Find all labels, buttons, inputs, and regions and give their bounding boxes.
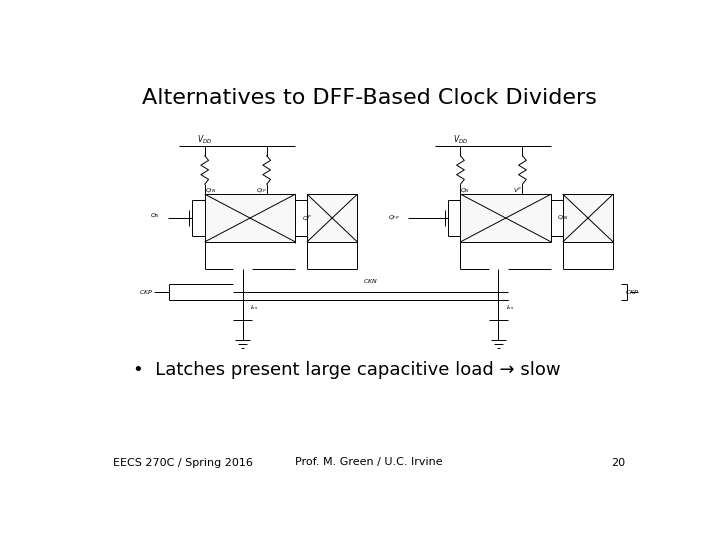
- Text: $Q_N$: $Q_N$: [461, 186, 471, 195]
- Text: $V_{DD}$: $V_{DD}$: [453, 133, 468, 146]
- Text: $CKP$: $CKP$: [140, 288, 153, 296]
- Text: $Q_N$: $Q_N$: [150, 211, 160, 220]
- Text: •  Latches present large capacitive load → slow: • Latches present large capacitive load …: [132, 361, 560, 379]
- Text: $I_{ss}$: $I_{ss}$: [251, 303, 258, 312]
- Text: $CKP$: $CKP$: [625, 288, 639, 296]
- Text: $Q_{FP}$: $Q_{FP}$: [388, 214, 400, 222]
- Text: $V^P$: $V^P$: [513, 186, 523, 195]
- Text: $Q^P$: $Q^P$: [302, 213, 312, 222]
- Text: $CKN$: $CKN$: [363, 277, 378, 285]
- Text: Prof. M. Green / U.C. Irvine: Prof. M. Green / U.C. Irvine: [295, 457, 443, 468]
- Text: $Q_{iN}$: $Q_{iN}$: [557, 214, 569, 222]
- Text: $Q_{IN}$: $Q_{IN}$: [204, 186, 216, 195]
- Text: 20: 20: [611, 457, 625, 468]
- Bar: [307, 194, 357, 242]
- Text: Alternatives to DFF-Based Clock Dividers: Alternatives to DFF-Based Clock Dividers: [142, 88, 596, 108]
- Bar: [204, 194, 295, 242]
- Text: $V_{DD}$: $V_{DD}$: [197, 133, 212, 146]
- Bar: [461, 194, 551, 242]
- Text: $Q_{IP}$: $Q_{IP}$: [256, 186, 266, 195]
- Bar: [563, 194, 613, 242]
- Text: $I_{ss}$: $I_{ss}$: [506, 303, 515, 312]
- Text: EECS 270C / Spring 2016: EECS 270C / Spring 2016: [113, 457, 253, 468]
